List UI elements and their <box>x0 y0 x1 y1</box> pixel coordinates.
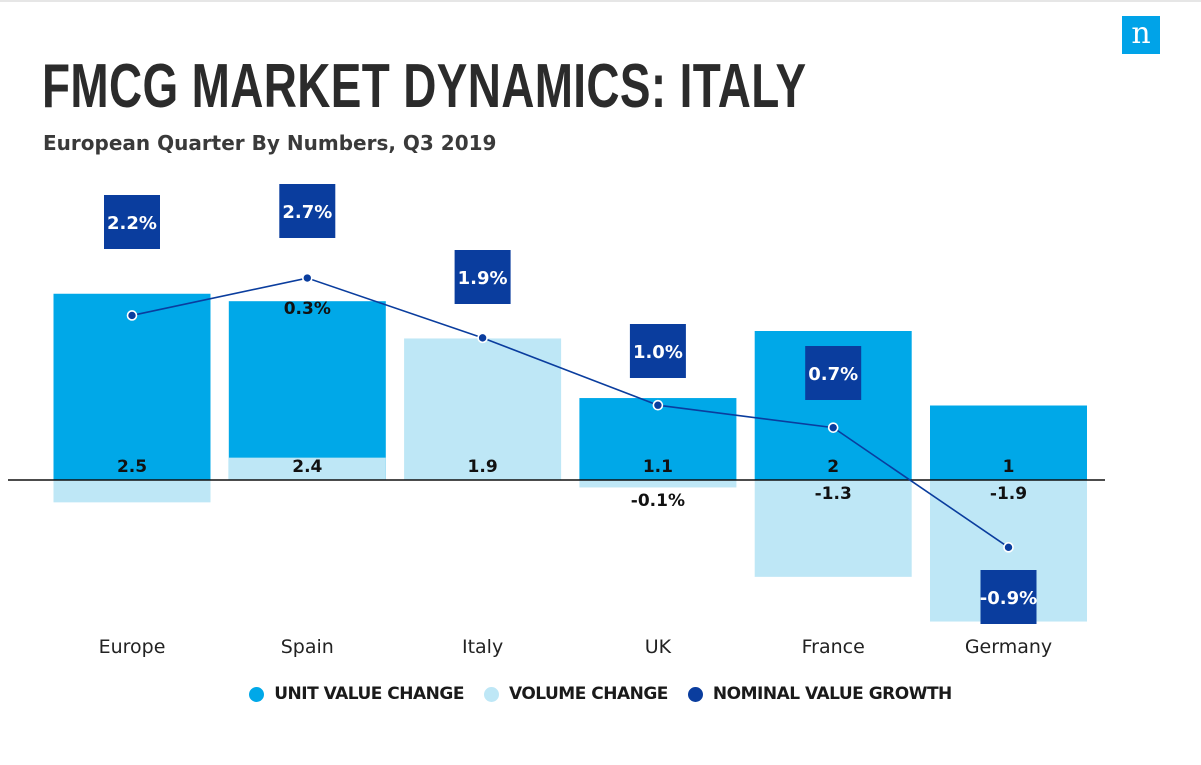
legend-label-unit-value: UNIT VALUE CHANGE <box>274 684 464 704</box>
nominal-label-europe: 2.2% <box>107 213 157 234</box>
nominal-growth-line <box>131 277 1009 548</box>
chart-legend: UNIT VALUE CHANGE VOLUME CHANGE NOMINAL … <box>0 684 1201 704</box>
category-label-europe: Europe <box>99 636 166 658</box>
volume-bar-france <box>754 480 912 577</box>
unit-value-label-germany: 1 <box>1003 457 1015 477</box>
volume-label-germany: -1.9 <box>990 484 1027 504</box>
nominal-point-uk <box>652 399 664 411</box>
legend-item-volume: VOLUME CHANGE <box>483 684 668 704</box>
unit-value-bar-germany <box>930 405 1087 480</box>
legend-label-nominal: NOMINAL VALUE GROWTH <box>712 684 952 704</box>
unit-value-label-spain: 2.4 <box>292 457 322 477</box>
volume-bar-uk <box>579 480 737 488</box>
unit-value-label-europe: 2.5 <box>117 457 147 477</box>
volume-label-france: -1.3 <box>815 484 852 504</box>
category-label-germany: Germany <box>965 636 1052 658</box>
nominal-point-germany <box>1003 542 1014 553</box>
nominal-label-germany: -0.9% <box>980 588 1037 609</box>
nominal-label-spain: 2.7% <box>282 202 332 223</box>
legend-label-volume: VOLUME CHANGE <box>508 684 668 704</box>
page-title: FMCG MARKET DYNAMICS: ITALY <box>42 52 807 121</box>
unit-value-label-italy: 1.9 <box>468 457 498 477</box>
unit-value-label-france: 2 <box>827 457 839 477</box>
volume-bar-italy <box>404 338 562 480</box>
nominal-box-germany <box>980 570 1037 624</box>
brand-logo-icon: n <box>1122 16 1160 54</box>
page-subtitle: European Quarter By Numbers, Q3 2019 <box>43 131 497 155</box>
volume-label-spain: 0.3% <box>284 299 331 319</box>
legend-swatch-unit-value <box>249 686 265 702</box>
volume-bar-europe <box>53 480 211 503</box>
unit-value-bar-spain <box>228 301 386 480</box>
category-label-spain: Spain <box>281 636 334 658</box>
nominal-box-spain <box>279 184 336 238</box>
nominal-box-europe <box>104 195 160 249</box>
unit-value-bar-europe <box>53 293 211 480</box>
nominal-label-uk: 1.0% <box>633 342 683 363</box>
unit-value-label-uk: 1.1 <box>643 457 673 477</box>
legend-item-nominal: NOMINAL VALUE GROWTH <box>687 684 952 704</box>
category-label-italy: Italy <box>462 636 503 658</box>
legend-swatch-volume <box>483 686 499 702</box>
category-label-uk: UK <box>645 636 672 658</box>
nominal-point-italy <box>477 332 488 344</box>
legend-swatch-nominal <box>687 686 703 702</box>
nominal-label-france: 0.7% <box>808 364 858 385</box>
nominal-box-france <box>805 346 862 400</box>
legend-item-unit-value: UNIT VALUE CHANGE <box>249 684 464 704</box>
nominal-box-italy <box>454 250 511 304</box>
nominal-label-italy: 1.9% <box>458 268 508 289</box>
nominal-point-europe <box>126 310 138 321</box>
nominal-box-uk <box>629 324 686 378</box>
volume-bar-spain <box>228 457 386 480</box>
nominal-point-france <box>827 422 839 433</box>
top-rule <box>0 0 1201 2</box>
category-label-france: France <box>802 636 865 658</box>
nominal-point-spain <box>301 272 313 284</box>
volume-label-uk: -0.1% <box>631 491 685 511</box>
